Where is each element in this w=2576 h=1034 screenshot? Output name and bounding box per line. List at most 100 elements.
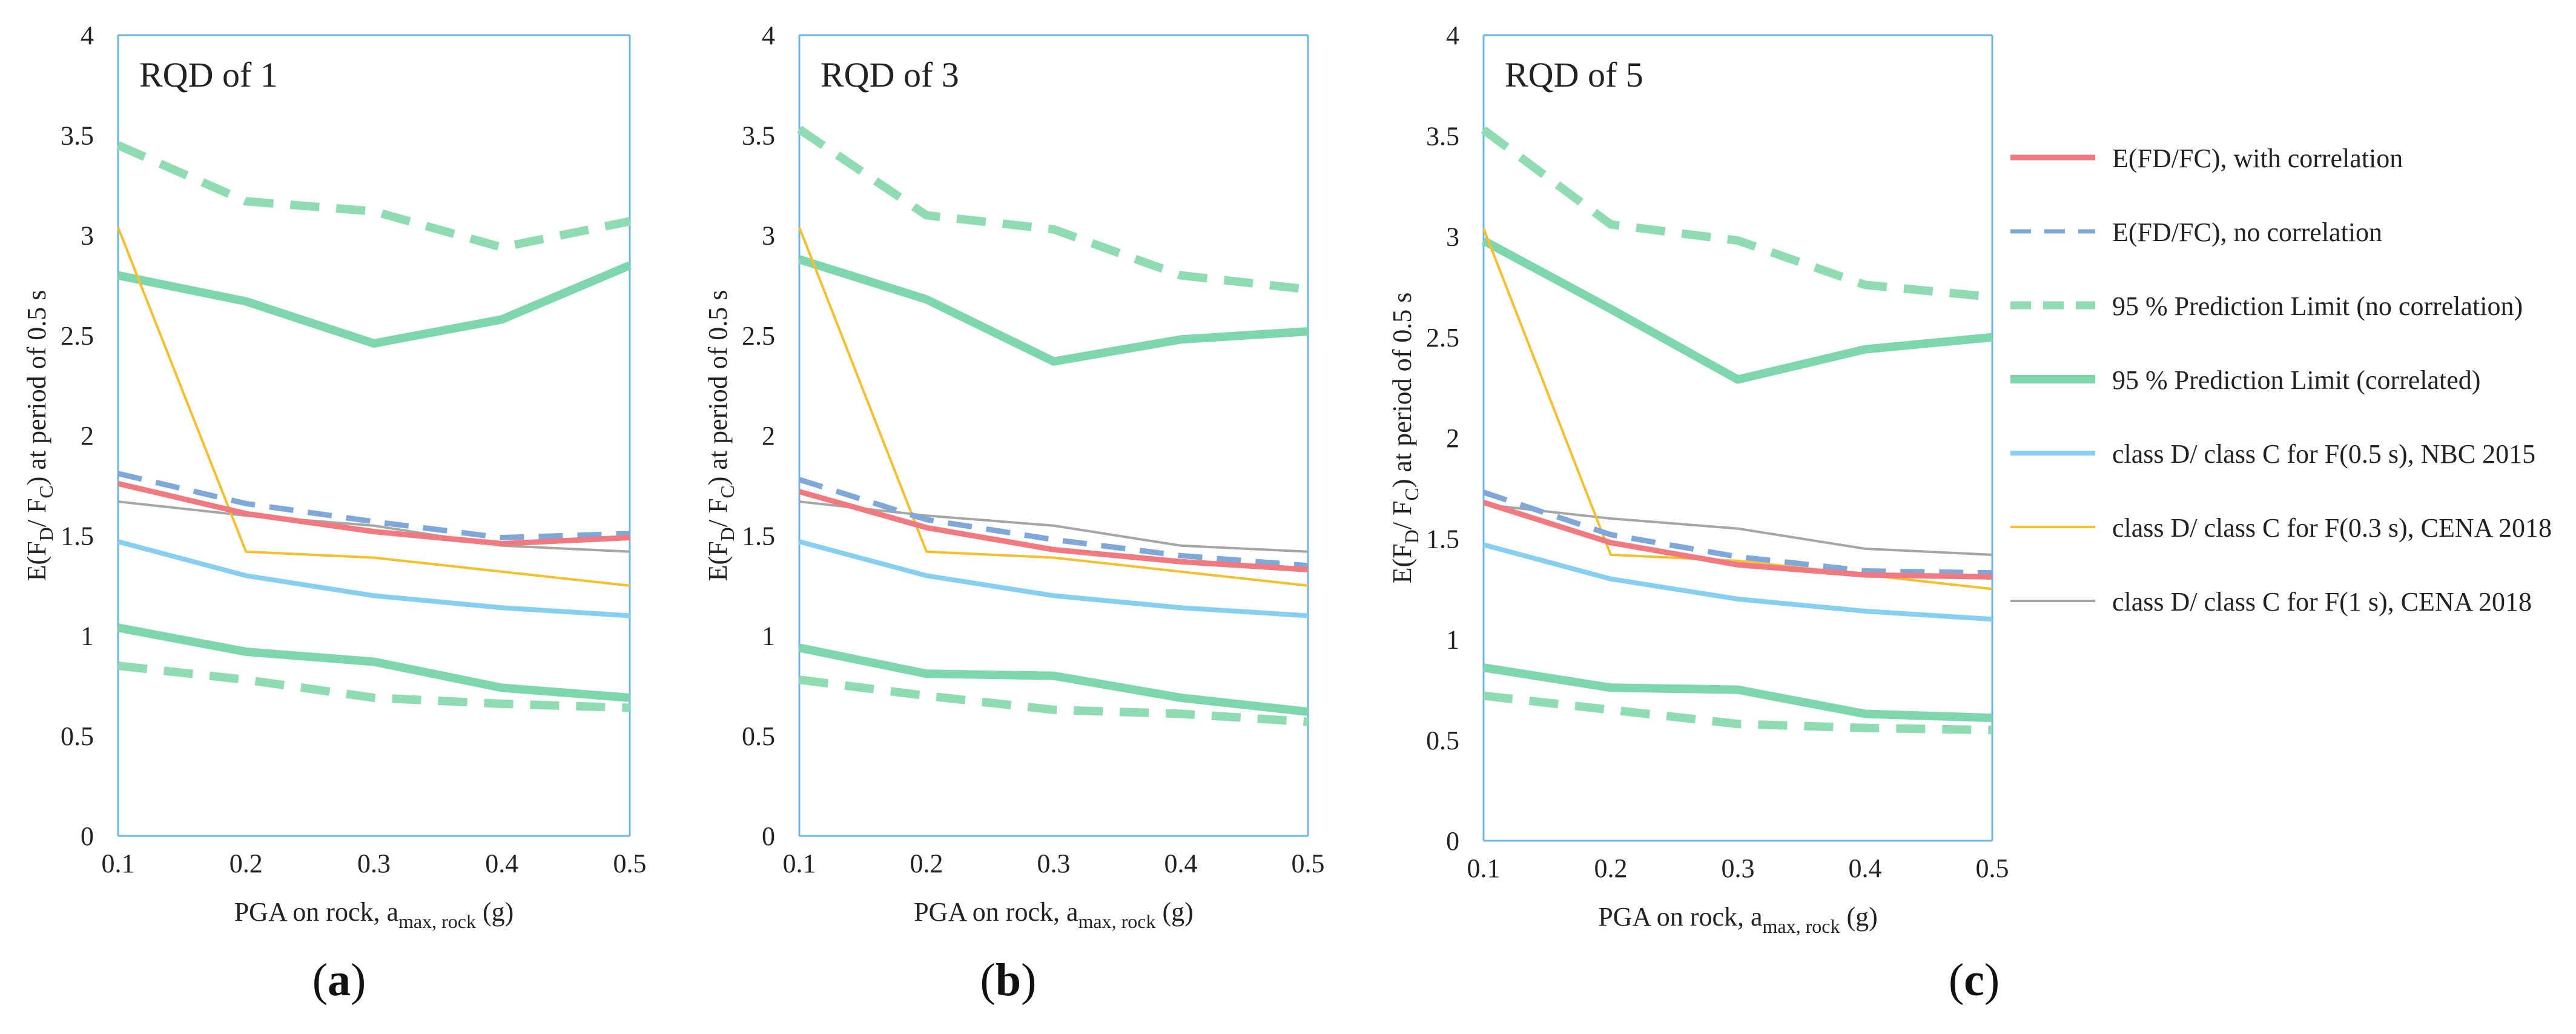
y-axis-label: E(FD/ FC) at period of 0.5 s [22, 290, 57, 582]
legend-swatch-nbc [2010, 451, 2095, 456]
y-tick-label: 0.5 [742, 721, 775, 751]
x-tick-label: 0.4 [1164, 849, 1198, 878]
legend-label: E(FD/FC), with correlation [2112, 144, 2403, 173]
caption-close: ) [1984, 955, 2000, 1006]
y-tick-label: 1 [81, 621, 94, 651]
x-tick-label: 0.3 [357, 849, 391, 878]
legend-label: class D/ class C for F(0.3 s), CENA 2018 [2112, 513, 2552, 543]
y-tick-label: 1.5 [61, 521, 94, 551]
y-axis-label: E(FD/ FC) at period of 0.5 s [1387, 293, 1422, 584]
x-axis-label: PGA on rock, amax, rock (g) [914, 897, 1194, 932]
series-line-cena1 [799, 500, 1309, 553]
legend-item-e-nocorr: E(FD/FC), no correlation [2010, 213, 2568, 250]
x-tick-label: 0.2 [1594, 853, 1628, 883]
series-line-pl-corr [1481, 236, 1993, 384]
legend-swatch-pl-corr [2010, 375, 2095, 383]
x-axis-label: PGA on rock, amax, rock (g) [1598, 902, 1878, 937]
y-tick-label: 0.5 [61, 721, 94, 751]
series-line-cena03 [117, 227, 630, 587]
y-tick-label: 3 [762, 221, 775, 251]
panel-title: RQD of 5 [1505, 55, 1643, 94]
x-tick-label: 0.3 [1722, 853, 1755, 883]
series-line-nbc [117, 539, 630, 618]
caption-close: ) [1021, 955, 1037, 1006]
series-line-e-corr [1482, 500, 1993, 580]
x-tick-label: 0.5 [1292, 849, 1325, 878]
series-line-nbc [1482, 542, 1993, 622]
y-tick-label: 4 [762, 21, 775, 50]
y-tick-label: 2.5 [1426, 323, 1459, 353]
series-line-pl-corr [798, 643, 1309, 717]
legend-item-pl-nocorr: 95 % Prediction Limit (no correlation) [2010, 287, 2568, 323]
y-tick-label: 4 [81, 21, 94, 50]
x-tick-label: 0.4 [485, 849, 518, 878]
series-line-e-nocorr [798, 477, 1309, 569]
y-tick-label: 3.5 [61, 121, 94, 150]
x-tick-label: 0.1 [102, 849, 135, 878]
y-tick-label: 1.5 [742, 521, 775, 551]
legend-item-pl-corr: 95 % Prediction Limit (correlated) [2010, 361, 2568, 397]
legend-label: class D/ class C for F(1 s), CENA 2018 [2112, 587, 2532, 617]
legend-swatch-e-nocorr [2010, 229, 2095, 234]
series-line-pl-corr [117, 261, 632, 348]
series-line-e-nocorr [1482, 489, 1993, 576]
y-tick-label: 2 [81, 421, 94, 451]
caption-letter: b [995, 955, 1022, 1006]
y-tick-label: 4 [1446, 21, 1459, 50]
x-tick-label: 0.5 [1976, 853, 2009, 883]
series-line-pl-nocorr [116, 141, 631, 252]
series-line-pl-corr [117, 623, 630, 702]
series-line-pl-corr [798, 255, 1309, 366]
legend-label: 95 % Prediction Limit (no correlation) [2112, 291, 2523, 321]
y-tick-label: 2 [1446, 423, 1459, 453]
caption-close: ) [351, 955, 366, 1006]
y-tick-label: 1 [1446, 625, 1459, 655]
legend-label: E(FD/FC), no correlation [2112, 217, 2383, 247]
x-tick-label: 0.5 [613, 849, 647, 878]
legend-item-cena1: class D/ class C for F(1 s), CENA 2018 [2010, 583, 2568, 619]
series-line-pl-nocorr [799, 675, 1309, 726]
y-tick-label: 3.5 [742, 121, 775, 150]
x-tick-label: 0.1 [783, 849, 816, 878]
series-line-e-corr [117, 480, 630, 546]
series-line-cena03 [1482, 228, 1993, 591]
series-line-pl-nocorr [797, 125, 1309, 294]
series-line-pl-nocorr [1481, 126, 1993, 302]
y-tick-label: 2 [762, 421, 775, 451]
series-line-pl-nocorr [117, 661, 630, 712]
x-tick-label: 0.1 [1467, 853, 1501, 883]
panel-title: RQD of 3 [821, 55, 959, 94]
legend-swatch-cena1 [2010, 600, 2095, 602]
legend-item-nbc: class D/ class C for F(0.5 s), NBC 2015 [2010, 435, 2568, 471]
caption-open: ( [1948, 955, 1964, 1006]
legend-swatch-cena03 [2010, 526, 2095, 528]
legend-label: 95 % Prediction Limit (correlated) [2112, 365, 2481, 395]
series-line-cena03 [798, 227, 1309, 587]
x-axis-label: PGA on rock, amax, rock (g) [234, 897, 514, 932]
legend-swatch-e-corr [2010, 154, 2095, 161]
caption-open: ( [980, 955, 996, 1006]
legend-label: class D/ class C for F(0.5 s), NBC 2015 [2112, 439, 2536, 469]
panel-caption-c: (c) [1914, 954, 2035, 1007]
y-tick-label: 1.5 [1426, 524, 1459, 554]
x-tick-label: 0.2 [910, 849, 943, 878]
x-tick-label: 0.2 [230, 849, 263, 878]
x-tick-label: 0.3 [1037, 849, 1071, 878]
series-line-cena1 [117, 500, 630, 553]
legend-item-e-corr: E(FD/FC), with correlation [2010, 139, 2568, 176]
y-tick-label: 0 [762, 821, 775, 851]
series-line-e-nocorr [117, 471, 630, 541]
series-line-pl-corr [1482, 663, 1993, 723]
y-axis-label: E(FD/ FC) at period of 0.5 s [703, 290, 738, 582]
series-line-pl-nocorr [1483, 691, 1993, 735]
y-tick-label: 0 [1446, 826, 1459, 856]
y-tick-label: 2.5 [742, 321, 775, 351]
caption-letter: a [328, 955, 351, 1006]
panel-caption-b: (b) [948, 954, 1069, 1007]
legend-swatch-pl-nocorr [2010, 301, 2095, 310]
y-tick-label: 0 [81, 821, 94, 851]
caption-letter: c [1964, 955, 1984, 1006]
y-tick-label: 0.5 [1426, 726, 1459, 755]
